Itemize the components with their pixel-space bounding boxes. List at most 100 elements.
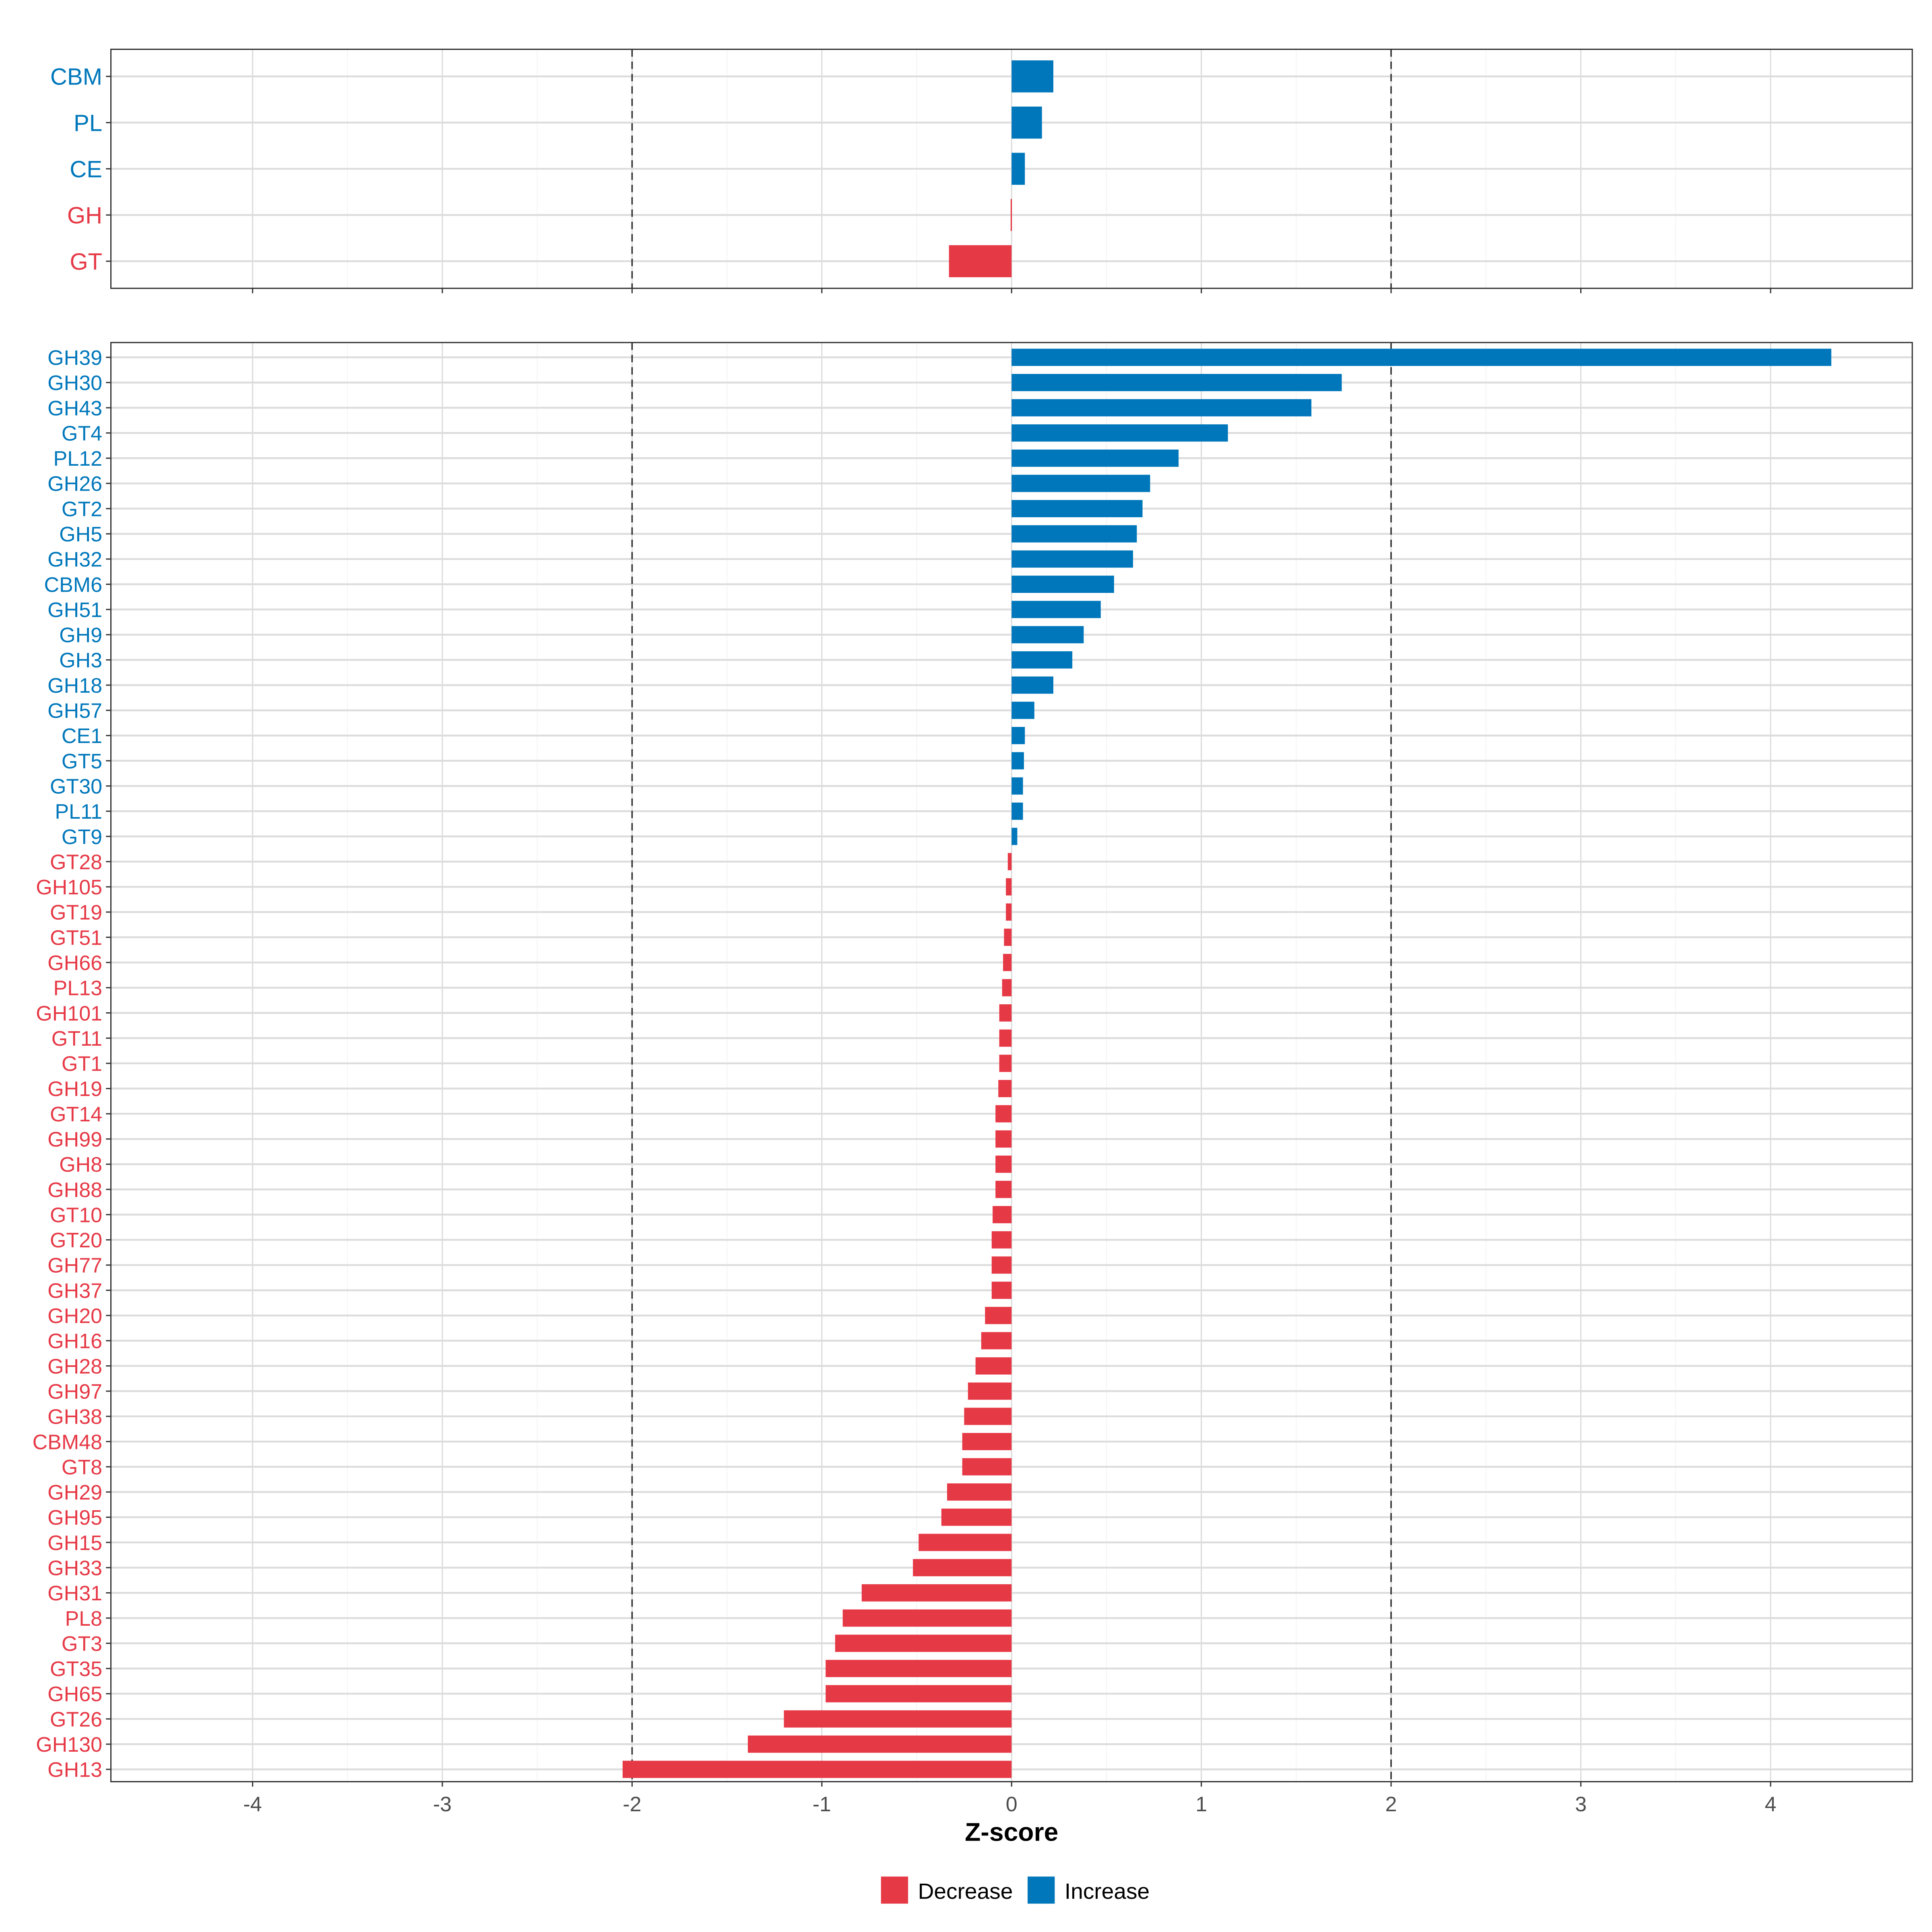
bar-gh105 [1006,878,1012,896]
y-tick-label: GT26 [50,1708,102,1731]
y-tick-label: PL [74,110,102,136]
y-tick-label: GH97 [47,1380,102,1404]
legend-swatch-increase [1028,1876,1055,1904]
bar-gh18 [1011,676,1053,694]
y-tick-label: PL12 [54,447,103,471]
bar-gh5 [1011,525,1137,543]
bar-gh20 [985,1307,1012,1324]
y-tick-label: GT1 [62,1053,102,1076]
x-tick-label: -4 [243,1793,262,1816]
legend-label-increase: Increase [1065,1878,1150,1903]
y-tick-label: GH32 [47,548,102,572]
x-tick-label: 2 [1385,1793,1397,1816]
bar-gh9 [1011,626,1084,644]
bar-gh77 [991,1256,1012,1274]
bar-gt28 [1007,853,1012,871]
bar-gh101 [999,1004,1012,1022]
y-tick-label: CE [70,156,102,182]
y-tick-label: CBM6 [44,573,103,597]
bar-cbm48 [962,1433,1012,1450]
bar-ce1 [1011,727,1025,744]
bottom-panel: GH39GH30GH43GT4PL12GH26GT2GH5GH32CBM6GH5… [33,342,1913,1787]
bar-gh33 [913,1559,1012,1577]
y-tick-label: PL8 [65,1607,102,1631]
y-tick-label: CBM48 [33,1430,103,1454]
x-tick-label: -3 [433,1793,452,1816]
y-tick-label: GT9 [62,826,102,849]
bar-pl11 [1011,802,1023,820]
bar-gt20 [991,1231,1012,1249]
x-tick-label: 3 [1575,1793,1587,1816]
bar-gh95 [941,1509,1012,1526]
bar-gt35 [826,1660,1012,1677]
bar-gh19 [998,1080,1012,1097]
bar-pl [1011,106,1042,139]
y-tick-label: PL11 [55,800,102,824]
y-tick-label: GH15 [47,1532,102,1555]
bar-gh37 [991,1282,1012,1299]
y-tick-label: GH [67,202,102,229]
x-tick-label: 1 [1195,1793,1207,1816]
y-tick-label: GH20 [47,1305,102,1328]
bar-pl13 [1002,979,1012,997]
bar-gh13 [622,1761,1012,1778]
y-tick-label: GT20 [50,1229,102,1252]
bar-gt1 [999,1055,1012,1072]
y-tick-label: GH39 [47,346,102,369]
y-tick-label: GH51 [47,599,102,622]
y-tick-label: GH95 [47,1506,102,1530]
y-tick-label: GH19 [47,1077,102,1101]
x-tick-label: 4 [1765,1793,1777,1816]
bar-gh30 [1011,374,1342,391]
y-tick-label: GT5 [62,750,102,773]
y-tick-label: CBM [50,64,102,90]
bar-gt19 [1006,903,1012,921]
bar-gh99 [995,1130,1012,1148]
y-tick-label: GT4 [62,422,102,445]
y-tick-label: GH77 [47,1254,102,1278]
bar-gh130 [747,1735,1012,1753]
y-tick-label: GT19 [50,901,102,925]
bar-gt11 [999,1029,1012,1047]
bar-gh38 [964,1408,1012,1425]
bar-gt30 [1011,777,1023,795]
y-tick-label: GH16 [47,1330,102,1353]
y-tick-label: GH28 [47,1355,102,1378]
bar-gt4 [1011,424,1228,442]
bar-gt14 [995,1105,1012,1123]
y-tick-label: GH66 [47,952,102,975]
y-tick-label: GH130 [36,1733,102,1757]
y-tick-label: GH29 [47,1481,102,1505]
y-tick-label: CE1 [62,724,102,748]
y-tick-label: GT35 [50,1657,102,1681]
bar-gt26 [784,1710,1012,1728]
x-axis-label: Z-score [965,1817,1058,1846]
y-tick-label: GT30 [50,775,102,798]
y-tick-label: GT3 [62,1632,102,1655]
y-tick-label: GH37 [47,1279,102,1302]
bar-gt [949,245,1012,277]
y-tick-label: GT8 [62,1456,102,1479]
y-tick-label: GH105 [36,876,102,899]
y-tick-label: GH18 [47,674,102,698]
bar-gh16 [981,1332,1012,1350]
bar-gh3 [1011,651,1073,669]
legend: Decrease Increase [881,1876,1150,1904]
y-tick-label: GH3 [59,649,102,672]
bar-gh32 [1011,550,1133,568]
y-tick-label: GH30 [47,372,102,395]
y-tick-label: GH33 [47,1556,102,1580]
bar-gh29 [947,1483,1012,1501]
legend-label-decrease: Decrease [918,1878,1013,1903]
y-tick-label: GT2 [62,497,102,521]
y-tick-label: GT10 [50,1203,102,1227]
x-tick-label: -1 [813,1793,831,1816]
bar-gt8 [962,1458,1012,1476]
y-tick-label: GH8 [59,1153,102,1177]
bar-gt3 [835,1635,1012,1652]
y-tick-label: GH88 [47,1179,102,1202]
bar-gt10 [993,1206,1012,1224]
bar-gh43 [1011,399,1312,417]
bar-cbm6 [1011,576,1114,593]
y-tick-label: GH13 [47,1759,102,1782]
